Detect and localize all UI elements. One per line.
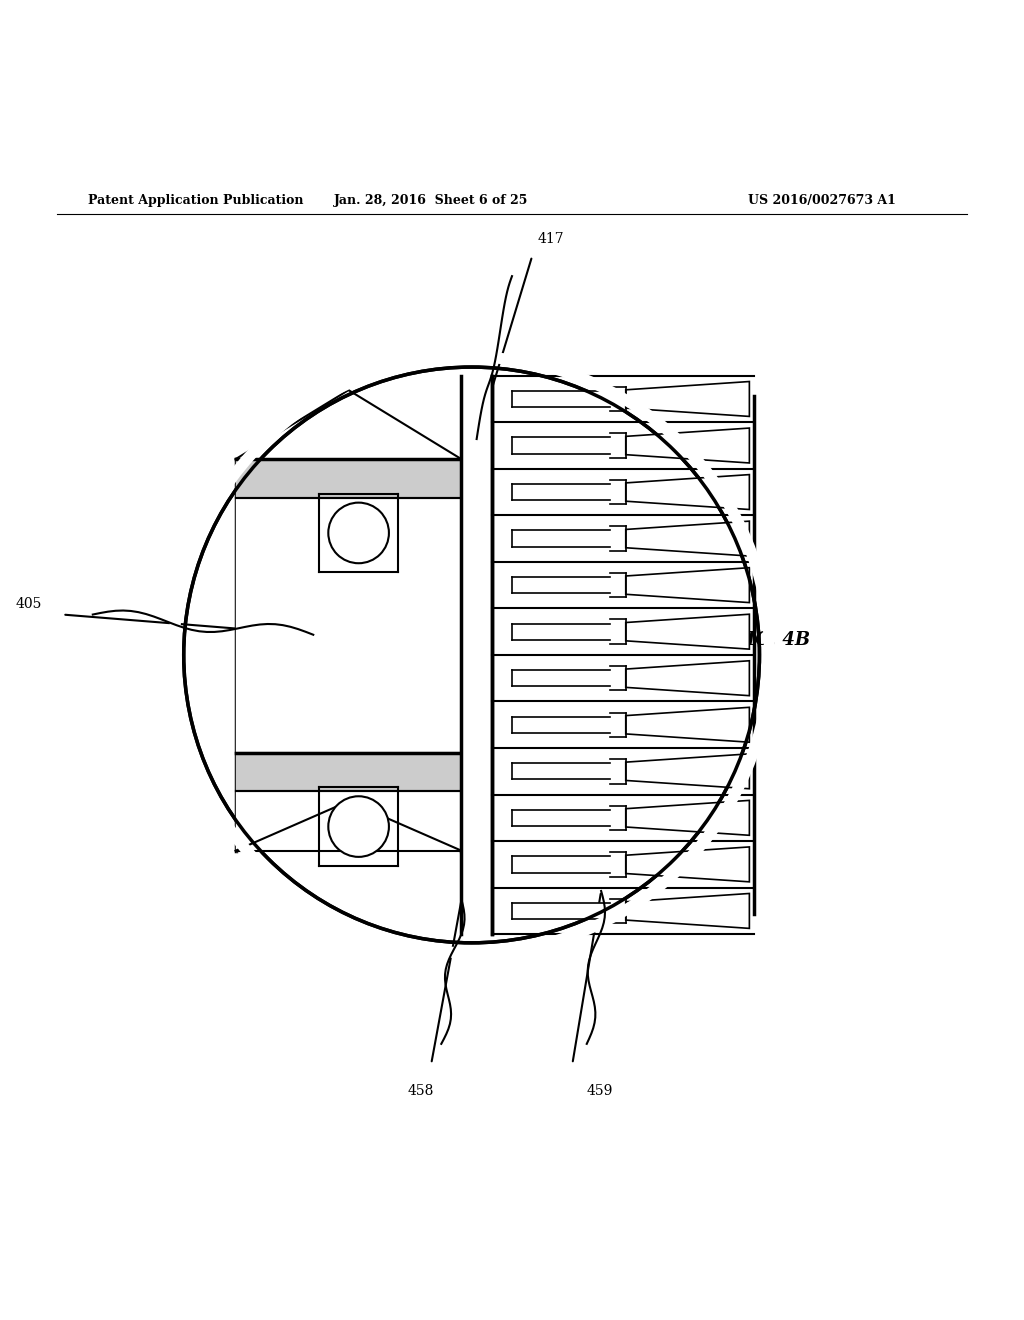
Circle shape (329, 503, 389, 564)
Polygon shape (626, 428, 750, 463)
Polygon shape (626, 661, 750, 696)
Text: Jan. 28, 2016  Sheet 6 of 25: Jan. 28, 2016 Sheet 6 of 25 (334, 194, 528, 207)
Text: 459: 459 (587, 1084, 613, 1098)
Polygon shape (626, 521, 750, 556)
Polygon shape (626, 800, 750, 836)
Text: Patent Application Publication: Patent Application Publication (88, 194, 303, 207)
Text: FIG. 4B: FIG. 4B (734, 631, 810, 649)
Polygon shape (626, 708, 750, 742)
Text: US 2016/0027673 A1: US 2016/0027673 A1 (748, 194, 896, 207)
Polygon shape (626, 475, 750, 510)
Polygon shape (626, 568, 750, 603)
Polygon shape (626, 381, 750, 416)
Circle shape (329, 796, 389, 857)
Polygon shape (626, 894, 750, 928)
Polygon shape (626, 754, 750, 789)
Text: 458: 458 (408, 1084, 434, 1098)
Polygon shape (626, 847, 750, 882)
Text: 417: 417 (538, 232, 564, 246)
Polygon shape (626, 614, 750, 649)
Text: 405: 405 (16, 598, 42, 611)
